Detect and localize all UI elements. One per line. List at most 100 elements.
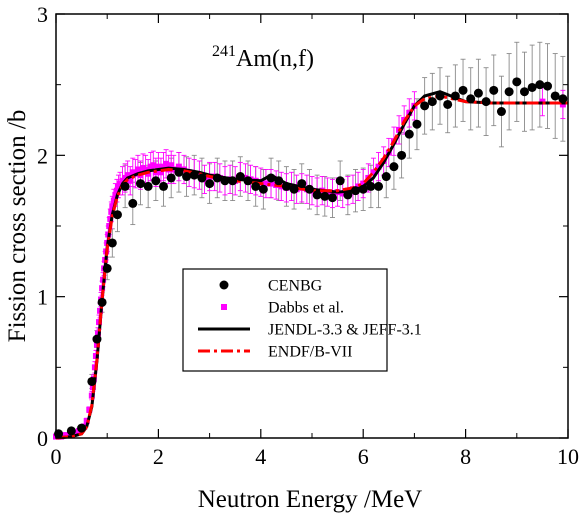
cenbg-point [112, 210, 122, 220]
cenbg-point [243, 176, 253, 186]
x-tick-label: 10 [557, 444, 579, 469]
cenbg-point [66, 426, 76, 436]
cenbg-point [473, 88, 483, 98]
cenbg-point [174, 167, 184, 177]
cenbg-point [335, 176, 345, 186]
x-tick-label: 8 [460, 444, 471, 469]
y-tick-label: 2 [37, 143, 48, 168]
cenbg-point [77, 423, 87, 433]
endf-b-vii-line [55, 94, 568, 440]
cenbg-point [189, 170, 199, 180]
cenbg-point [128, 198, 138, 208]
cenbg-point [220, 176, 230, 186]
cenbg-point [558, 94, 568, 104]
dabbs-point [268, 180, 275, 187]
dabbs-point [175, 163, 182, 170]
dabbs-point [155, 163, 162, 170]
cenbg-point [205, 179, 215, 189]
cenbg-point [135, 179, 145, 189]
cenbg-point [535, 80, 545, 90]
dabbs-point [109, 203, 116, 210]
cenbg-point [527, 82, 537, 92]
cenbg-point [374, 181, 384, 191]
cenbg-point [489, 85, 499, 95]
cenbg-point [281, 181, 291, 191]
cenbg-point [550, 91, 560, 101]
cenbg-point [274, 176, 284, 186]
cenbg-point [496, 107, 506, 117]
legend-items: CENBG Dabbs et al. JENDL-3.3 & JEFF-3.1 END… [198, 278, 422, 361]
cenbg-point [466, 94, 476, 104]
y-axis-title: Fission cross section /b [4, 110, 31, 343]
legend-box [182, 268, 388, 372]
y-tick-label: 1 [37, 285, 48, 310]
cenbg-point [435, 91, 445, 101]
dabbs-point [142, 166, 149, 173]
cenbg-point [427, 97, 437, 107]
cenbg-point [420, 101, 430, 111]
dabbs-point [112, 191, 119, 198]
legend-cenbg-marker [219, 280, 229, 290]
legend-dabbs-marker [221, 304, 227, 310]
dabbs-point [134, 166, 141, 173]
cenbg-point [197, 173, 207, 183]
cenbg-point [289, 184, 299, 194]
dabbs-point [339, 190, 346, 197]
cenbg-point [381, 172, 391, 182]
dabbs-point [113, 187, 120, 194]
cenbg-point [320, 191, 330, 201]
x-tick-label: 4 [255, 444, 266, 469]
reaction-annotation: 241Am(n,f) [212, 43, 314, 72]
y-tick-label: 3 [37, 2, 48, 27]
dabbs-point [370, 169, 377, 176]
series-layer [53, 41, 568, 440]
x-tick-label: 2 [153, 444, 164, 469]
legend: CENBG Dabbs et al. JENDL-3.3 & JEFF-3.1 END… [182, 268, 422, 372]
cenbg-point [358, 184, 368, 194]
x-tick-label: 6 [358, 444, 369, 469]
cenbg-point [182, 172, 192, 182]
cenbg-point [97, 297, 107, 307]
cenbg-point [258, 184, 268, 194]
dabbs-point [355, 183, 362, 190]
cenbg-point [397, 150, 407, 160]
cenbg-point [159, 181, 169, 191]
dabbs-point [124, 172, 131, 179]
jendl-jeff-line [55, 90, 568, 440]
legend-label: ENDF/B-VII [268, 344, 352, 361]
cenbg-point [212, 173, 222, 183]
x-tick-label: 0 [51, 444, 62, 469]
cenbg-point [343, 190, 353, 200]
cenbg-point [312, 190, 322, 200]
cenbg-point [458, 85, 468, 95]
cenbg-point [543, 81, 553, 91]
cenbg-point [297, 179, 307, 189]
dabbs-point [168, 162, 175, 169]
cenbg-point [512, 77, 522, 87]
legend-label: CENBG [268, 278, 323, 295]
cenbg-point [251, 181, 261, 191]
cenbg-point [327, 193, 337, 203]
cenbg-point [92, 334, 102, 344]
dabbs-point [262, 180, 269, 187]
cenbg-point [166, 173, 176, 183]
cenbg-point [366, 181, 376, 191]
cenbg-point [107, 238, 117, 248]
cenbg-point [351, 186, 361, 196]
x-axis-title: Neutron Energy /MeV [198, 486, 423, 513]
dabbs-point [127, 177, 134, 184]
dabbs-point [163, 160, 170, 167]
cenbg-point [87, 376, 97, 386]
cenbg-point [481, 97, 491, 107]
annotation-text: Am(n,f) [236, 46, 314, 72]
cenbg-point [235, 172, 245, 182]
cenbg-point [404, 129, 414, 139]
cenbg-point [519, 87, 529, 97]
y-tick-label: 0 [37, 426, 48, 451]
dabbs-point [375, 163, 382, 170]
cenbg-point [228, 176, 238, 186]
cenbg-point [304, 184, 314, 194]
dabbs-point [360, 180, 367, 187]
legend-label: Dabbs et al. [268, 300, 344, 317]
